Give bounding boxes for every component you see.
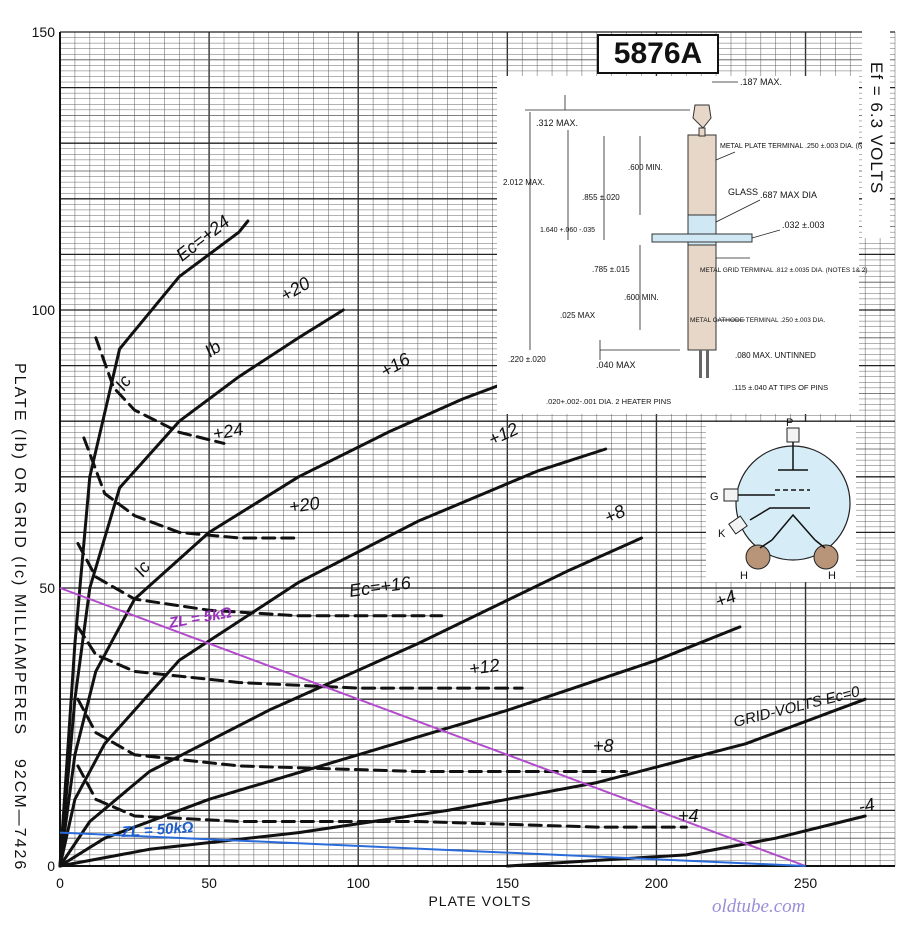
y-tick-label: 150 (32, 24, 56, 40)
label-zl50k: ZL = 50kΩ (120, 819, 194, 841)
label-p20: +20 (277, 273, 313, 306)
y-tick-label: 0 (47, 858, 55, 874)
heater-pin-right (813, 544, 839, 570)
heater-voltage-box: Ef = 6.3 VOLTS (862, 18, 890, 238)
x-tick-label: 0 (56, 875, 64, 891)
heater-pins-label: .020+.002-.001 DIA. 2 HEATER PINS (546, 397, 671, 406)
dim-2012: 2.012 MAX. (503, 178, 545, 187)
label-p12: +12 (485, 419, 521, 450)
dim-600b: .600 MIN. (624, 293, 659, 302)
grid-disc (651, 233, 753, 243)
glass-label: GLASS (728, 187, 758, 197)
dim-1640: 1.640 +.060 -.035 (540, 227, 595, 234)
x-tick-label: 200 (645, 875, 669, 891)
x-tick-label: 100 (347, 875, 371, 891)
part-number-box: 5876A (597, 34, 719, 74)
plate-curve (58, 536, 643, 868)
dim-080: .080 MAX. UNTINNED (735, 351, 816, 360)
label-ic24: +24 (211, 419, 245, 444)
inset-background (497, 76, 859, 414)
part-number: 5876A (613, 37, 703, 70)
dim-220: .220 ±.020 (508, 355, 546, 364)
grid-current-curve (82, 436, 301, 540)
tube-outline-inset: .187 MAX. .312 MAX. 2.012 MAX. .600 MIN.… (497, 76, 886, 414)
label-m4: -4 (857, 794, 877, 817)
x-tick-label: 250 (794, 875, 818, 891)
figure-code: 92CM—7426 (4, 735, 34, 895)
tick-labels: 0 50 100 150 200 250 0 50 100 150 (32, 24, 818, 891)
cathode-pin (728, 515, 748, 535)
label-ic8: +8 (593, 736, 614, 756)
label-ic12: +12 (468, 655, 501, 679)
dim-687: .687 MAX DIA (760, 190, 817, 200)
heater-pin-1 (699, 350, 702, 378)
grid-current-curve (76, 625, 524, 690)
grid-pin (723, 488, 739, 502)
plate-curve (58, 308, 345, 868)
pin-label-p: P (786, 417, 793, 429)
pin-label-g: G (710, 491, 719, 503)
axes (59, 32, 895, 867)
y-tick-label: 100 (32, 302, 56, 318)
x-tick-label: 50 (201, 875, 217, 891)
metal-plate-terminal: METAL PLATE TERMINAL .250 ±.003 DIA. (NO… (720, 143, 886, 150)
plate-curve (505, 814, 867, 868)
cathode-terminal-label: METAL CATHODE TERMINAL .250 ±.003 DIA. (690, 317, 825, 324)
label-ic4: +4 (678, 806, 699, 826)
heater-pin-left (745, 544, 771, 570)
plate-curve (58, 375, 524, 868)
plate-curve (58, 447, 608, 868)
dim-025: .025 MAX (560, 311, 596, 320)
y-axis-title-text: PLATE (Ib) OR GRID (Ic) MILLIAMPERES (11, 363, 28, 737)
figure-code-text: 92CM—7426 (11, 758, 28, 872)
pin-label-k: K (718, 528, 726, 540)
dim-032: .032 ±.003 (782, 220, 824, 230)
electrode-symbol (738, 442, 826, 549)
dim-600a: .600 MIN. (628, 163, 663, 172)
heater-voltage: Ef = 6.3 VOLTS (867, 61, 886, 195)
dimension-lines (525, 81, 781, 360)
dim-312: .312 MAX. (536, 118, 578, 128)
base-pin-diagram: P G K H H (706, 417, 856, 582)
dim-855: .855 ±.020 (582, 193, 620, 202)
plate-current-curves (58, 219, 867, 868)
label-ic20: +20 (288, 493, 321, 517)
plate-curve (58, 625, 742, 868)
watermark: oldtube.com (712, 896, 806, 917)
heater-pin-2 (706, 350, 709, 378)
dim-040: .040 MAX (596, 360, 636, 370)
plate-cap (692, 104, 712, 129)
grid-current-curve (76, 764, 688, 829)
grid-current-curve (76, 542, 444, 618)
dim-115: .115 ±.040 AT TIPS OF PINS (732, 383, 828, 392)
load-lines (59, 587, 806, 867)
plate-curve (58, 219, 250, 868)
grid-current-curve (94, 336, 226, 445)
label-ib: Ib (201, 336, 225, 361)
load-line (59, 831, 806, 867)
pin-label-h2: H (828, 570, 836, 582)
x-tick-label: 150 (496, 875, 520, 891)
plate-curve (58, 697, 867, 868)
grid-terminal-label: METAL GRID TERMINAL .812 ±.0035 DIA. (NO… (700, 267, 868, 274)
grid-current-curves (76, 336, 688, 829)
y-axis-title: PLATE (Ib) OR GRID (Ic) MILLIAMPERES (4, 230, 34, 870)
y-tick-label: 50 (39, 580, 55, 596)
load-line (59, 587, 806, 867)
plate-stem (698, 127, 706, 137)
label-p4: +4 (713, 586, 739, 612)
pin-label-h1: H (740, 570, 748, 582)
plate-pin (786, 427, 800, 443)
x-axis-title: PLATE VOLTS (428, 893, 532, 909)
grid-current-curve (76, 697, 629, 773)
label-zl5k: ZL = 5kΩ (167, 604, 234, 632)
dim-785: .785 ±.015 (592, 265, 630, 274)
dim-187: .187 MAX. (740, 77, 782, 87)
